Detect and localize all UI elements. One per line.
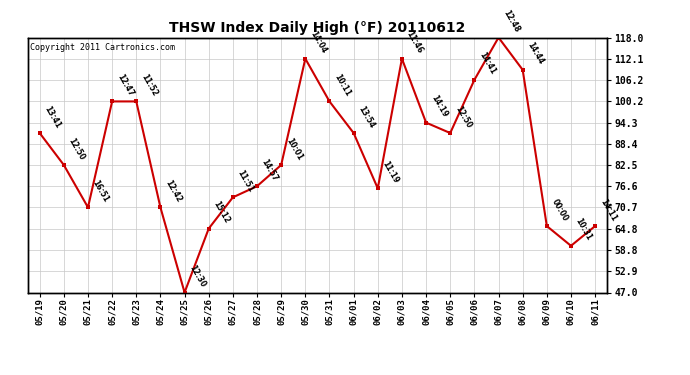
Text: 14:19: 14:19: [429, 94, 448, 119]
Text: 15:12: 15:12: [212, 200, 231, 225]
Text: 10:11: 10:11: [333, 72, 352, 98]
Text: 13:54: 13:54: [357, 104, 376, 129]
Text: 12:30: 12:30: [188, 264, 207, 289]
Text: 11:19: 11:19: [381, 159, 400, 185]
Text: 12:50: 12:50: [453, 104, 473, 129]
Text: 14:57: 14:57: [260, 157, 279, 183]
Text: 14:11: 14:11: [598, 197, 618, 222]
Text: 00:00: 00:00: [550, 197, 569, 222]
Text: 13:41: 13:41: [43, 104, 62, 129]
Text: 10:01: 10:01: [284, 136, 304, 161]
Text: 14:44: 14:44: [526, 41, 545, 66]
Text: 11:51: 11:51: [236, 168, 255, 194]
Text: 16:51: 16:51: [91, 178, 110, 204]
Title: THSW Index Daily High (°F) 20110612: THSW Index Daily High (°F) 20110612: [169, 21, 466, 35]
Text: 11:46: 11:46: [405, 30, 424, 55]
Text: 11:52: 11:52: [139, 72, 159, 98]
Text: 14:41: 14:41: [477, 51, 497, 76]
Text: 12:42: 12:42: [164, 178, 183, 204]
Text: Copyright 2011 Cartronics.com: Copyright 2011 Cartronics.com: [30, 43, 175, 52]
Text: 14:04: 14:04: [308, 30, 328, 55]
Text: 10:31: 10:31: [574, 217, 593, 242]
Text: 12:47: 12:47: [115, 72, 135, 98]
Text: 12:48: 12:48: [502, 8, 522, 34]
Text: 12:50: 12:50: [67, 136, 86, 161]
